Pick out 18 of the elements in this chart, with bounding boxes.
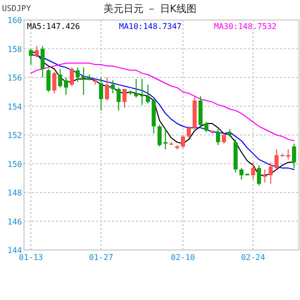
text: MA10:148.7347 [119,22,182,31]
chart-title: 美元日元 － 日K线图 [104,3,196,15]
y-tick-label: 148 [8,188,22,198]
x-tick-label: 01-13 [18,253,44,262]
y-tick-label: 160 [8,16,22,25]
y-tick-label: 156 [8,74,22,82]
y-tick-label: 152 [8,131,22,140]
x-tick-label: 01-27 [89,253,114,262]
y-tick-label: 154 [8,102,22,112]
chart-subtitle: USDJPY [2,4,32,13]
x-tick-label: 02-24 [241,253,266,262]
y-tick-label: 146 [8,217,22,226]
y-tick-label: 150 [8,160,22,169]
text: MA30:148.7532 [214,22,277,31]
y-tick-label: 158 [8,44,22,54]
text: MA5:147.426 [27,22,80,31]
y-tick-label: 144 [8,246,22,255]
x-tick-label: 02-10 [170,253,196,262]
